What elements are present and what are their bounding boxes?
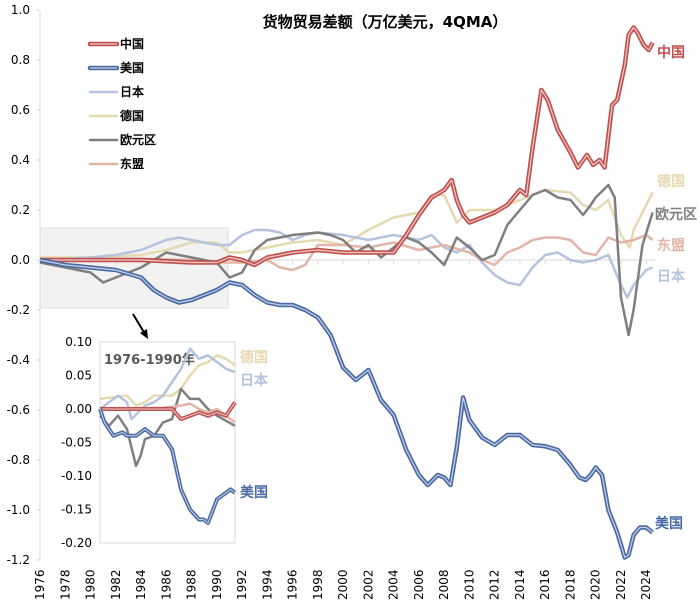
x-tick-label: 1988 bbox=[185, 569, 199, 600]
inset-y-tick-label: -0.20 bbox=[61, 536, 92, 550]
inset-y-tick-label: 0.00 bbox=[65, 402, 92, 416]
y-tick-label: -0.4 bbox=[7, 353, 30, 367]
end-label: 欧元区 bbox=[655, 206, 697, 223]
x-tick-label: 2020 bbox=[589, 569, 603, 600]
inset-y-tick-label: -0.05 bbox=[61, 436, 92, 450]
inset-y-tick-label: 0.05 bbox=[65, 369, 92, 383]
inset-series-line-4 bbox=[99, 387, 236, 468]
x-tick-label: 2014 bbox=[513, 569, 527, 600]
inset-series-line-highlight-0 bbox=[100, 402, 236, 420]
legend-label: 德国 bbox=[120, 108, 144, 123]
x-tick-label: 1976 bbox=[33, 569, 47, 600]
y-tick-label: 0.4 bbox=[11, 153, 30, 167]
x-tick-label: 2022 bbox=[614, 569, 628, 600]
series-line-4 bbox=[39, 183, 654, 337]
legend-label: 日本 bbox=[120, 84, 144, 99]
x-tick-label: 2004 bbox=[387, 569, 401, 600]
chart-title: 货物贸易差额（万亿美元，4QMA） bbox=[263, 13, 508, 31]
x-tick-label: 1996 bbox=[286, 569, 300, 600]
inset-y-tick-label: -0.10 bbox=[61, 469, 92, 483]
y-tick-label: 0.0 bbox=[11, 253, 30, 267]
y-tick-label: -0.2 bbox=[7, 303, 30, 317]
y-tick-label: -0.8 bbox=[7, 453, 30, 467]
end-label: 中国 bbox=[657, 44, 685, 61]
series-line-2 bbox=[39, 228, 654, 299]
x-tick-label: 2018 bbox=[563, 569, 577, 600]
x-tick-label: 1980 bbox=[84, 569, 98, 600]
x-tick-label: 2000 bbox=[336, 569, 350, 600]
end-label: 德国 bbox=[657, 173, 685, 190]
end-label: 东盟 bbox=[657, 237, 685, 254]
x-tick-label: 1992 bbox=[235, 569, 249, 600]
x-tick-label: 2006 bbox=[412, 569, 426, 600]
x-tick-label: 2016 bbox=[538, 569, 552, 600]
x-tick-label: 2024 bbox=[639, 569, 653, 600]
inset-y-tick-label: -0.15 bbox=[61, 503, 92, 517]
y-tick-label: 0.8 bbox=[11, 53, 30, 67]
y-tick-label: -0.6 bbox=[7, 403, 30, 417]
x-tick-label: 1990 bbox=[210, 569, 224, 600]
legend-label: 中国 bbox=[120, 36, 144, 51]
end-label: 日本 bbox=[657, 268, 686, 285]
y-tick-label: 0.2 bbox=[11, 203, 30, 217]
legend-label: 欧元区 bbox=[120, 132, 156, 147]
x-tick-label: 1986 bbox=[159, 569, 173, 600]
y-tick-label: 0.6 bbox=[11, 103, 30, 117]
inset-end-label: 日本 bbox=[240, 372, 269, 389]
inset-title: 1976-1990年 bbox=[104, 352, 195, 368]
y-tick-label: -1.2 bbox=[7, 553, 30, 567]
x-tick-label: 2002 bbox=[361, 569, 375, 600]
end-label: 美国 bbox=[655, 515, 683, 532]
inset-series-line-highlight-1 bbox=[99, 408, 236, 524]
legend-label: 美国 bbox=[120, 60, 144, 75]
series-line-highlight-0 bbox=[40, 26, 654, 266]
inset-end-label: 美国 bbox=[240, 484, 268, 501]
x-tick-label: 1984 bbox=[134, 569, 148, 600]
x-tick-label: 2012 bbox=[488, 569, 502, 600]
series-line-highlight-1 bbox=[39, 259, 653, 559]
x-tick-label: 1998 bbox=[311, 569, 325, 600]
inset-y-tick-label: 0.10 bbox=[65, 335, 92, 349]
x-tick-label: 2008 bbox=[437, 569, 451, 600]
legend-label: 东盟 bbox=[120, 156, 144, 171]
x-tick-label: 2010 bbox=[462, 569, 476, 600]
x-tick-label: 1978 bbox=[58, 569, 72, 600]
x-tick-label: 1994 bbox=[260, 569, 274, 600]
inset-arrow bbox=[132, 313, 146, 335]
y-tick-label: 1.0 bbox=[11, 3, 30, 17]
inset-end-label: 德国 bbox=[240, 349, 268, 366]
y-tick-label: -1.0 bbox=[7, 503, 30, 517]
inset-arrow-head bbox=[140, 329, 148, 339]
x-tick-label: 1982 bbox=[109, 569, 123, 600]
